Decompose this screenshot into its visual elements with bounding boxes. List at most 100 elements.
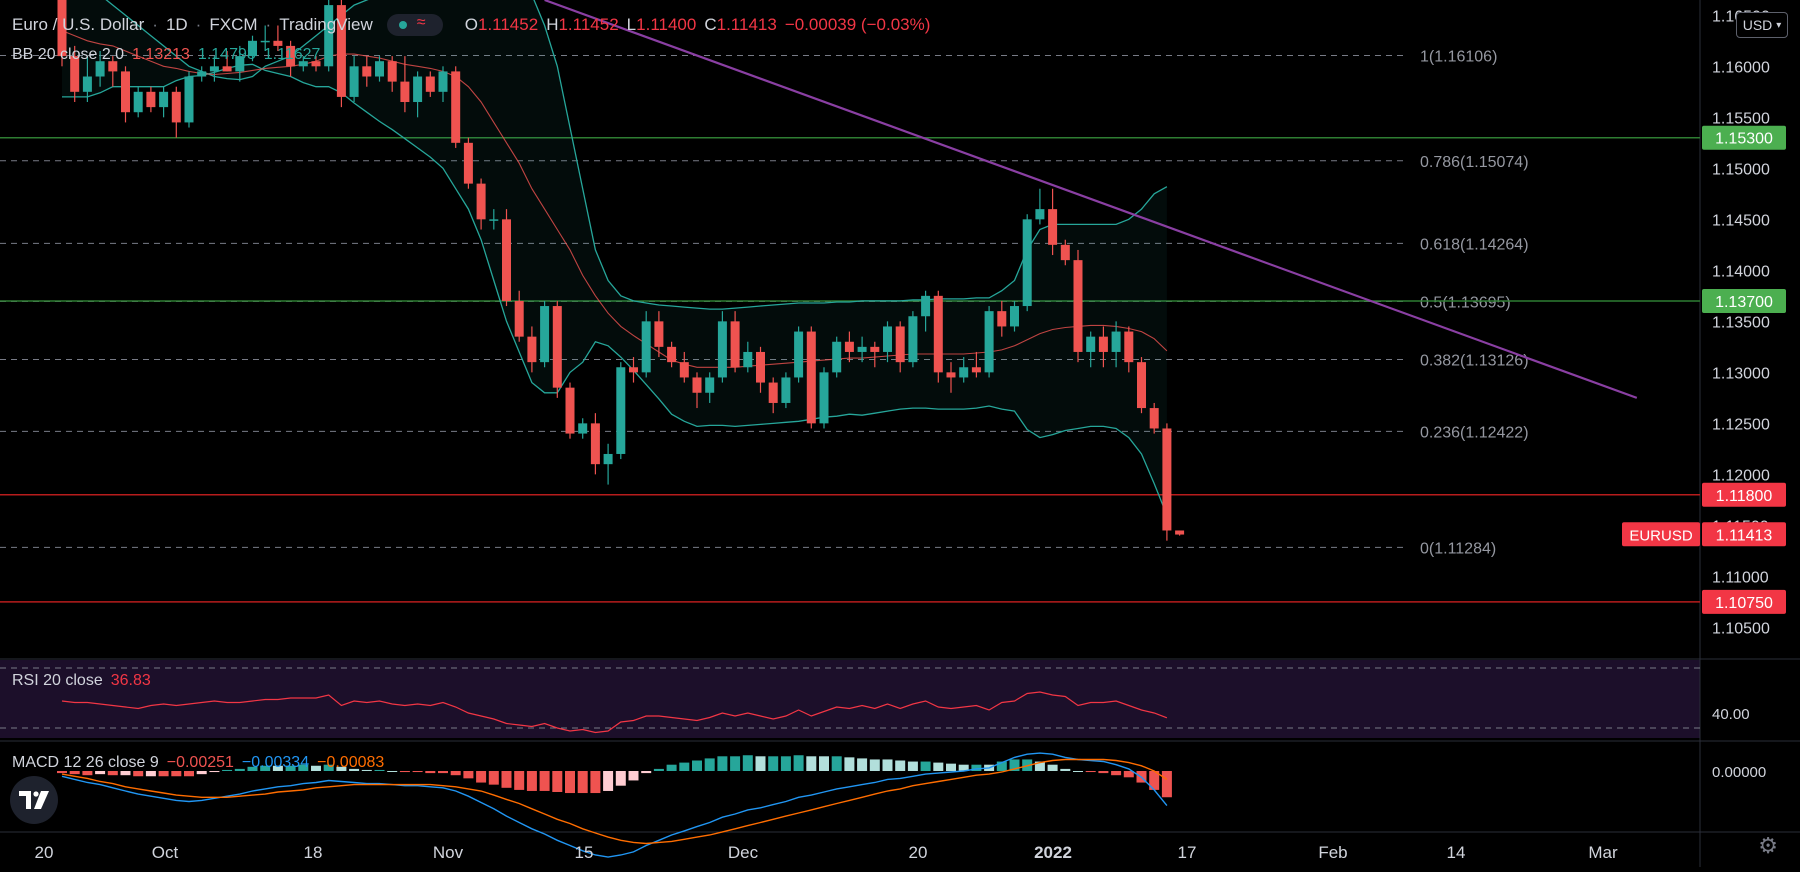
currency-button[interactable]: USD ▾ [1736,12,1788,38]
candle-body [730,321,740,368]
bb-lower-value: 1.11627 [263,46,321,63]
macd-histogram-bar [730,756,741,771]
candle-body [857,346,867,352]
candle-body [235,56,245,72]
rsi-legend[interactable]: RSI 20 close 36.83 [12,672,151,690]
price-tick-label: 1.10500 [1712,620,1770,637]
macd-histogram-bar [399,771,410,773]
candle-body [921,295,931,317]
price-tick-label: 1.12000 [1712,467,1770,484]
macd-histogram-bar [920,761,931,771]
bb-fill [62,0,1167,516]
tradingview-logo-icon[interactable] [10,776,58,824]
price-tag-box [1702,589,1786,614]
macd-histogram-bar [742,755,753,771]
macd-histogram-bar [171,771,182,777]
bb-label: BB 20 close 2 0 [12,46,125,63]
candle-body [286,45,296,67]
bb-upper-line [105,0,1168,310]
candle-body [1086,336,1096,352]
candle-body [679,362,689,378]
macd-histogram-bar [184,771,194,777]
interval-label[interactable]: 1D [165,15,188,34]
macd-histogram-bar [463,771,474,779]
fib-level-label: 0.236(1.12422) [1420,424,1529,441]
price-tick-label: 1.13500 [1712,314,1770,331]
candle-body [692,377,702,393]
candle-body [1073,260,1083,352]
price-tick-label: 1.15500 [1712,110,1770,127]
candle-body [375,61,384,77]
bb-lower-line [62,63,1168,516]
price-tag-value: 1.10750 [1715,595,1773,612]
market-status-icon[interactable]: ≈ [386,14,443,36]
price-tick-label: 1.14000 [1712,263,1770,280]
price-tag-symbol: EURUSD [1629,527,1693,544]
open-value: 1.11452 [477,15,539,34]
tradingview-logo-shape [19,791,49,809]
macd-histogram-bar [946,763,956,771]
candle-body [425,76,435,92]
gear-icon[interactable]: ⚙ [1758,833,1778,858]
candle-body [311,61,321,67]
macd-histogram-bar [539,771,550,791]
macd-histogram-bar [209,771,220,773]
bb-legend[interactable]: BB 20 close 2 0 1.13213 1.14798 1.11627 [12,46,320,64]
rsi-pane-bg [0,660,1700,738]
fib-level-label: 0(1.11284) [1420,540,1496,557]
candle-body [248,40,257,57]
macd-histogram-bar [361,769,372,771]
candle-body [603,453,613,465]
candle-body [1010,306,1019,327]
price-tick-label: 1.12500 [1712,416,1770,433]
macd-histogram-bar [615,771,626,786]
candle-body [908,316,918,363]
symbol-name[interactable]: Euro / U.S. Dollar [12,15,145,34]
price-tag-box [1702,482,1786,507]
macd-histogram-bar [311,765,321,771]
candle-body [260,40,270,43]
macd-histogram-bar [247,766,258,771]
candle-body [794,331,804,378]
macd-histogram-bar [438,771,448,774]
macd-histogram-bar [349,768,360,771]
macd-histogram-bar [234,768,245,771]
candle-body [883,326,892,352]
candle-body [527,336,537,363]
high-label: H [546,15,559,34]
candle-body [552,306,562,388]
price-tick-label: 1.15000 [1712,161,1770,178]
candle-body [819,372,829,424]
candle-body [629,367,638,373]
symbol-legend: Euro / U.S. Dollar · 1D · FXCM · Trading… [12,14,931,36]
macd-histogram-bar [57,771,67,774]
macd-histogram-bar [552,771,563,792]
price-tag-value: 1.11800 [1716,488,1773,505]
macd-histogram-bar [1149,771,1160,790]
candle-body [1048,209,1058,245]
time-tick-label: 17 [1178,843,1197,862]
macd-histogram-bar [641,771,652,774]
candle-body [984,311,994,373]
low-value: 1.11400 [636,15,697,34]
candle-body [565,387,575,434]
macd-histogram-bar [336,766,347,771]
candle-body [57,0,67,57]
candle-body [768,382,778,403]
macd-histogram-bar [107,771,118,776]
candle-body [1060,244,1070,261]
macd-histogram-bar [717,756,728,771]
price-tag-value: 1.15300 [1715,131,1773,148]
price-tag-value: 1.11413 [1716,527,1773,544]
candle-body [997,311,1007,327]
time-tick-label: 14 [1447,843,1466,862]
high-value: 1.11452 [558,15,619,34]
macd-legend[interactable]: MACD 12 26 close 9 −0.00251 −0.00334 −0.… [12,754,384,772]
candle-body [743,351,753,368]
candle-body [222,66,232,72]
macd-histogram-bar [895,760,906,771]
time-tick-label: Feb [1318,843,1347,862]
candle-body [1098,336,1108,352]
